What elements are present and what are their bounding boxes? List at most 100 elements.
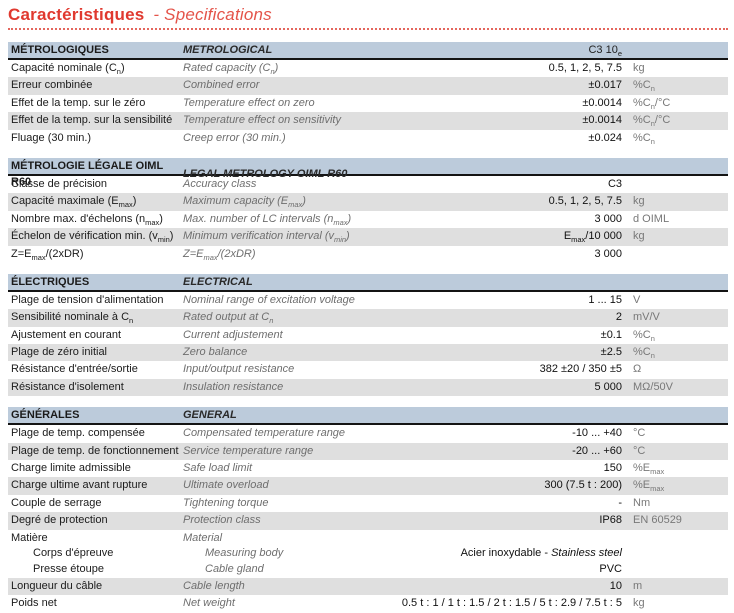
cell-label-fr: Effet de la temp. sur la sensibilité — [11, 114, 173, 127]
cell-value: ±0.0014 — [582, 114, 622, 127]
table-row-material: Matière Corps d'épreuve Presse étoupe Ma… — [8, 530, 728, 579]
table-row: Plage de temp. de fonctionnement Service… — [8, 442, 728, 461]
table-row: Classe de précision Accuracy class C3 — [8, 176, 728, 193]
cell-label-en: Temperature effect on zero — [183, 96, 315, 109]
cell-label-fr: Résistance d'isolement — [11, 380, 124, 393]
table-row: Degré de protection Protection class IP6… — [8, 512, 728, 530]
cell-unit: %Cn/°C — [633, 96, 671, 111]
cell-unit: d OIML — [633, 212, 670, 225]
table-row: Plage de tension d'alimentation Nominal … — [8, 292, 728, 309]
section-title-en: LEGAL METROLOGY OIML R60 — [183, 167, 348, 180]
cell-label-en: Creep error (30 min.) — [183, 131, 286, 144]
cell-unit: %Cn — [633, 79, 655, 94]
cell-unit: Ω — [633, 363, 642, 376]
cell-unit: °C — [633, 444, 646, 457]
table-row: Charge ultime avant rupture Ultimate ove… — [8, 477, 728, 495]
cell-label-en: Accuracy class — [183, 177, 257, 190]
cell-value: C3 — [607, 177, 622, 190]
table-row: Fluage (30 min.) Creep error (30 min.) ±… — [8, 130, 728, 147]
section-title-en: ELECTRICAL — [183, 275, 253, 288]
section-title-en: METROLOGICAL — [183, 44, 273, 56]
cell-label-fr: Nombre max. d'échelons (nmax) — [11, 212, 163, 227]
cell-label-en: Tightening torque — [183, 496, 269, 509]
cell-value: 300 (7.5 t : 200) — [544, 479, 622, 492]
cell-label-en: Rated capacity (Cn) — [183, 62, 279, 77]
section-title-fr: MÉTROLOGIQUES — [11, 44, 109, 56]
cell-value: -20 ... +60 — [572, 444, 622, 457]
table-row: Poids net Net weight 0.5 t : 1 / 1 t : 1… — [8, 595, 728, 612]
cell-value: 5 000 — [594, 380, 622, 393]
cell-label-fr: Résistance d'entrée/sortie — [11, 363, 138, 376]
cell-value: 0.5 t : 1 / 1 t : 1.5 / 2 t : 1.5 / 5 t … — [401, 597, 622, 610]
cell-value: - — [618, 496, 622, 509]
table-row: Effet de la temp. sur la sensibilité Tem… — [8, 112, 728, 130]
page-title-fr: Caractéristiques — [8, 5, 145, 24]
cell-label-en: Insulation resistance — [183, 380, 284, 393]
cell-unit: %Emax — [633, 479, 665, 494]
cell-label-fr: Degré de protection — [11, 514, 108, 527]
cell-value: Emax/10 000 — [563, 230, 622, 245]
cell-value: 3 000 — [594, 212, 622, 225]
table-row: Résistance d'isolement Insulation resist… — [8, 378, 728, 397]
cell-unit: %Cn — [633, 328, 655, 343]
page-title-en: - Specifications — [153, 5, 272, 24]
cell-unit: mV/V — [633, 311, 660, 324]
table-row: Résistance d'entrée/sortie Input/output … — [8, 361, 728, 378]
cell-label-fr: Matière Corps d'épreuve Presse étoupe — [8, 531, 183, 578]
spec-table: MÉTROLOGIQUES METROLOGICAL C3 10e Capaci… — [8, 42, 728, 613]
material-sub-value: Acier inoxydable - Stainless steel — [460, 547, 622, 560]
cell-value: 0.5, 1, 2, 5, 7.5 — [548, 62, 622, 74]
material-label-fr: Matière — [11, 531, 48, 544]
cell-label-en: Maximum capacity (Emax) — [183, 195, 306, 210]
cell-label-fr: Plage de zéro initial — [11, 346, 108, 359]
cell-value: ±0.024 — [588, 131, 622, 144]
material-sub-fr: Presse étoupe — [33, 562, 104, 575]
cell-label-fr: Plage de temp. compensée — [11, 427, 145, 440]
cell-label-fr: Échelon de vérification min. (vmin) — [11, 230, 174, 245]
section-header-row: GÉNÉRALES GENERAL — [8, 407, 728, 426]
table-row: Erreur combinée Combined error ±0.017 %C… — [8, 77, 728, 95]
table-row: Nombre max. d'échelons (nmax) Max. numbe… — [8, 211, 728, 228]
cell-label-fr: Classe de précision — [11, 177, 107, 190]
cell-value: 10 — [609, 580, 622, 593]
section-title-fr: GÉNÉRALES — [11, 409, 80, 422]
material-sub-en: Measuring body — [205, 547, 284, 560]
section-title-en: GENERAL — [183, 409, 237, 422]
table-row: Charge limite admissible Safe load limit… — [8, 460, 728, 477]
cell-value: 0.5, 1, 2, 5, 7.5 — [548, 195, 622, 208]
cell-value: 2 — [615, 311, 622, 324]
cell-label-en: Safe load limit — [183, 462, 253, 475]
cell-unit: kg — [633, 597, 645, 610]
cell-value: IP68 — [599, 514, 622, 527]
material-value-spacer — [378, 531, 622, 547]
cell-value: ±0.017 — [588, 79, 622, 92]
cell-value: 150 — [603, 462, 622, 475]
cell-label-en: Nominal range of excitation voltage — [183, 293, 355, 306]
section-metrological: MÉTROLOGIQUES METROLOGICAL C3 10e Capaci… — [8, 42, 728, 147]
cell-value: Acier inoxydable - Stainless steel PVC — [378, 531, 624, 578]
section-legal-metrology: MÉTROLOGIE LÉGALE OIML R60 LEGAL METROLO… — [8, 157, 728, 263]
cell-label-en: Zero balance — [183, 346, 248, 359]
cell-unit: Nm — [633, 496, 651, 509]
cell-label-fr: Longueur du câble — [11, 580, 103, 593]
cell-label-en: Service temperature range — [183, 444, 314, 457]
cell-label-fr: Sensibilité nominale à Cn — [11, 311, 134, 326]
cell-label-en: Input/output resistance — [183, 363, 295, 376]
cell-label-fr: Erreur combinée — [11, 79, 93, 92]
material-sub-fr: Corps d'épreuve — [33, 547, 114, 560]
cell-label-fr: Capacité nominale (Cn) — [11, 62, 125, 77]
cell-label-fr: Couple de serrage — [11, 496, 102, 509]
cell-label-en: Current adjustement — [183, 328, 283, 341]
cell-value: ±0.1 — [600, 328, 622, 341]
table-row: Sensibilité nominale à Cn Rated output a… — [8, 309, 728, 327]
cell-label-en: Minimum verification interval (vmin) — [183, 230, 350, 245]
cell-value: ±2.5 — [600, 346, 622, 359]
table-row: Plage de temp. compensée Compensated tem… — [8, 425, 728, 442]
table-row: Longueur du câble Cable length 10 m — [8, 578, 728, 596]
section-electrical: ÉLECTRIQUES ELECTRICAL Plage de tension … — [8, 273, 728, 397]
cell-label-en: Protection class — [183, 514, 261, 527]
dotted-divider — [8, 28, 728, 30]
section-header-row: MÉTROLOGIE LÉGALE OIML R60 LEGAL METROLO… — [8, 157, 728, 188]
cell-value: 382 ±20 / 350 ±5 — [539, 363, 622, 376]
cell-label-en: Temperature effect on sensitivity — [183, 114, 341, 127]
